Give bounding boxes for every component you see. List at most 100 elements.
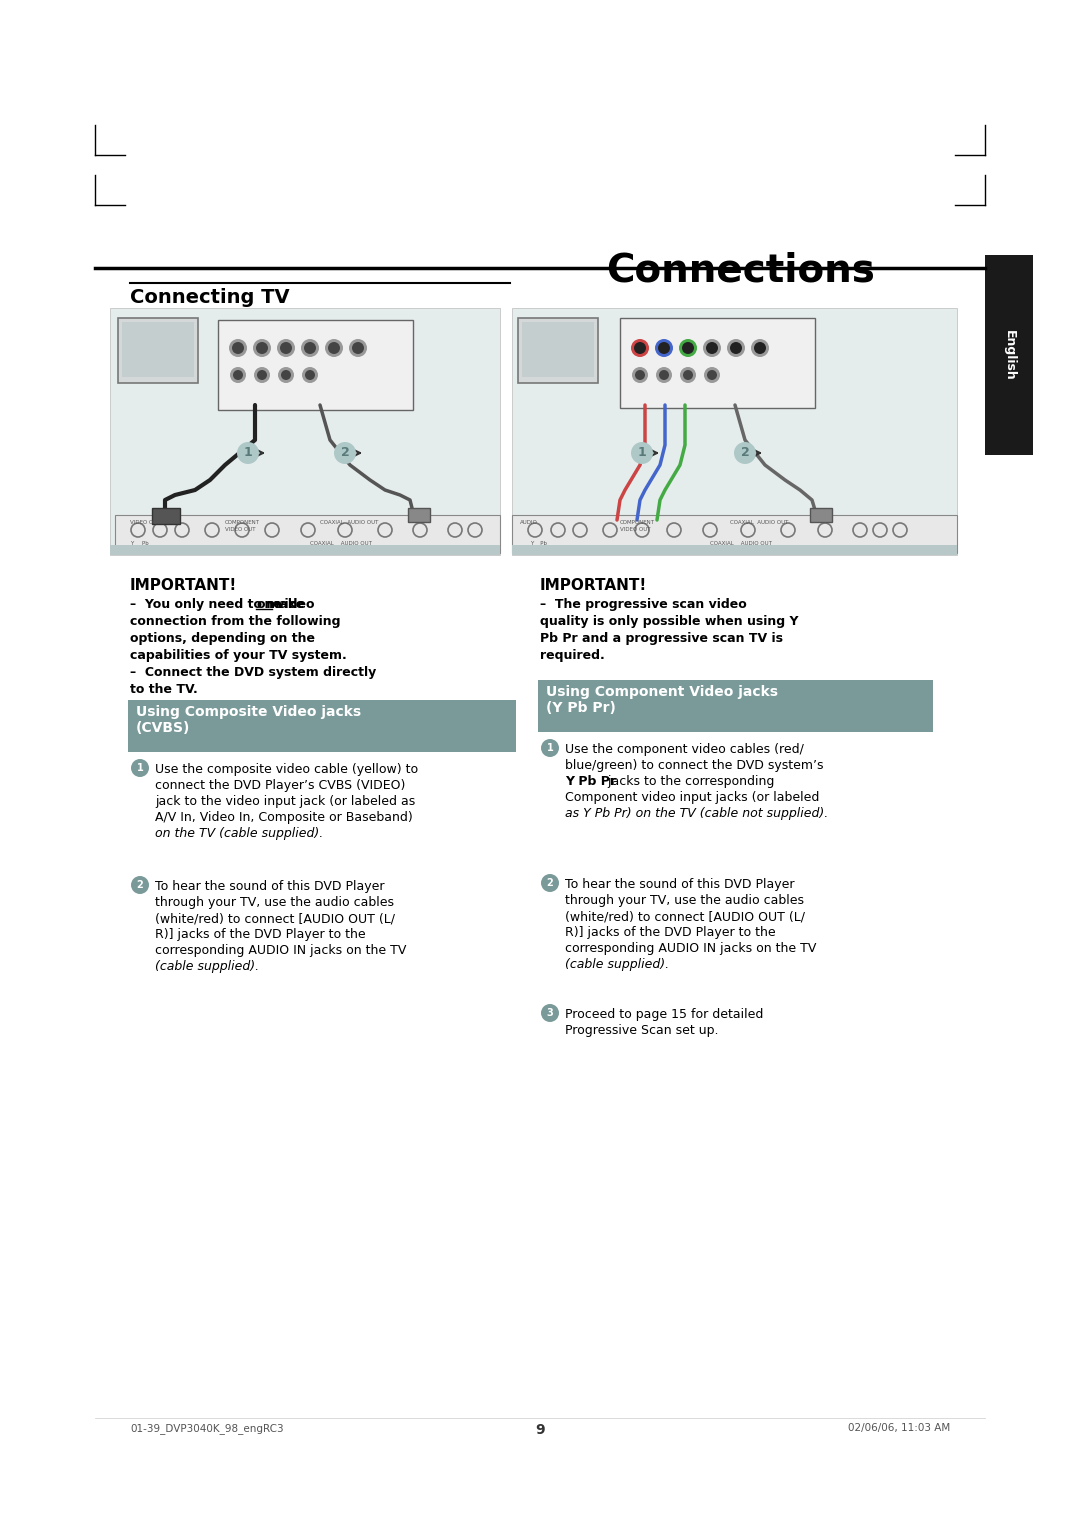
Text: 1: 1	[137, 762, 144, 773]
Circle shape	[131, 759, 149, 778]
Circle shape	[631, 339, 649, 358]
Text: on the TV (cable supplied).: on the TV (cable supplied).	[156, 827, 323, 840]
Text: through your TV, use the audio cables: through your TV, use the audio cables	[565, 894, 804, 908]
Circle shape	[658, 342, 670, 354]
Text: 1: 1	[546, 743, 553, 753]
Bar	[810, 507, 832, 523]
Text: Connecting TV: Connecting TV	[130, 287, 289, 307]
Circle shape	[631, 442, 653, 465]
Circle shape	[281, 370, 291, 380]
Circle shape	[541, 1004, 559, 1022]
Text: IMPORTANT!: IMPORTANT!	[130, 578, 238, 593]
Text: Using Component Video jacks: Using Component Video jacks	[546, 685, 778, 698]
Text: Using Composite Video jacks: Using Composite Video jacks	[136, 704, 361, 720]
Bar	[985, 255, 1032, 455]
Circle shape	[325, 339, 343, 358]
Text: Proceed to page 15 for detailed: Proceed to page 15 for detailed	[565, 1008, 764, 1021]
Bar	[118, 318, 198, 384]
Text: 2: 2	[137, 880, 144, 889]
Text: through your TV, use the audio cables: through your TV, use the audio cables	[156, 895, 394, 909]
Text: VIDEO OUT: VIDEO OUT	[225, 527, 256, 532]
Text: –  You only need to make: – You only need to make	[130, 597, 309, 611]
Bar	[620, 318, 815, 408]
Circle shape	[305, 370, 315, 380]
Text: Use the component video cables (red/: Use the component video cables (red/	[565, 743, 804, 756]
Circle shape	[656, 367, 672, 384]
Text: to the TV.: to the TV.	[130, 683, 198, 695]
Text: one: one	[256, 597, 282, 611]
Text: jack to the video input jack (or labeled as: jack to the video input jack (or labeled…	[156, 795, 415, 808]
Text: 1: 1	[637, 446, 646, 460]
Text: –  Connect the DVD system directly: – Connect the DVD system directly	[130, 666, 376, 678]
Text: COAXIAL  AUDIO OUT: COAXIAL AUDIO OUT	[320, 520, 378, 526]
Text: corresponding AUDIO IN jacks on the TV: corresponding AUDIO IN jacks on the TV	[565, 941, 816, 955]
Circle shape	[680, 367, 696, 384]
Text: connection from the following: connection from the following	[130, 614, 340, 628]
Circle shape	[659, 370, 669, 380]
Circle shape	[131, 876, 149, 894]
Circle shape	[349, 339, 367, 358]
Text: (Y Pb Pr): (Y Pb Pr)	[546, 701, 616, 715]
Text: capabilities of your TV system.: capabilities of your TV system.	[130, 649, 347, 662]
Circle shape	[727, 339, 745, 358]
Text: R)] jacks of the DVD Player to the: R)] jacks of the DVD Player to the	[156, 927, 366, 941]
Bar	[110, 545, 500, 555]
Bar	[122, 322, 194, 377]
Circle shape	[730, 342, 742, 354]
Text: options, depending on the: options, depending on the	[130, 633, 315, 645]
Circle shape	[703, 339, 721, 358]
Text: Y Pb Pr: Y Pb Pr	[565, 775, 616, 788]
Text: (cable supplied).: (cable supplied).	[156, 960, 259, 973]
Bar	[518, 318, 598, 384]
Text: A/V In, Video In, Composite or Baseband): A/V In, Video In, Composite or Baseband)	[156, 811, 413, 824]
Text: 1: 1	[244, 446, 253, 460]
Text: (CVBS): (CVBS)	[136, 721, 190, 735]
Circle shape	[706, 342, 718, 354]
Bar	[538, 680, 933, 732]
Text: Y     Pb: Y Pb	[130, 541, 149, 545]
Text: R)] jacks of the DVD Player to the: R)] jacks of the DVD Player to the	[565, 926, 775, 940]
Bar	[512, 515, 957, 553]
Text: (cable supplied).: (cable supplied).	[565, 958, 670, 970]
Circle shape	[256, 342, 268, 354]
Text: 01-39_DVP3040K_98_engRC3: 01-39_DVP3040K_98_engRC3	[130, 1423, 284, 1433]
Circle shape	[334, 442, 356, 465]
Circle shape	[352, 342, 364, 354]
Circle shape	[683, 370, 693, 380]
Bar	[129, 700, 516, 752]
Bar	[512, 545, 957, 555]
Text: as Y Pb Pr) on the TV (cable not supplied).: as Y Pb Pr) on the TV (cable not supplie…	[565, 807, 828, 821]
Text: –  The progressive scan video: – The progressive scan video	[540, 597, 746, 611]
Circle shape	[679, 339, 697, 358]
Circle shape	[301, 339, 319, 358]
Text: blue/green) to connect the DVD system’s: blue/green) to connect the DVD system’s	[565, 759, 824, 772]
Circle shape	[302, 367, 318, 384]
Circle shape	[704, 367, 720, 384]
Circle shape	[634, 342, 646, 354]
Circle shape	[541, 740, 559, 756]
Bar	[408, 507, 430, 523]
Circle shape	[280, 342, 292, 354]
Text: COAXIAL  AUDIO OUT: COAXIAL AUDIO OUT	[730, 520, 788, 526]
Circle shape	[541, 874, 559, 892]
Text: quality is only possible when using Y: quality is only possible when using Y	[540, 614, 798, 628]
Text: corresponding AUDIO IN jacks on the TV: corresponding AUDIO IN jacks on the TV	[156, 944, 406, 957]
Text: 3: 3	[546, 1008, 553, 1018]
Circle shape	[754, 342, 766, 354]
Text: COMPONENT: COMPONENT	[225, 520, 260, 526]
Text: Pb Pr and a progressive scan TV is: Pb Pr and a progressive scan TV is	[540, 633, 783, 645]
Text: 2: 2	[741, 446, 750, 460]
Circle shape	[233, 370, 243, 380]
Text: AUDIO: AUDIO	[519, 520, 538, 526]
Circle shape	[229, 339, 247, 358]
Text: required.: required.	[540, 649, 605, 662]
Text: 2: 2	[546, 879, 553, 888]
Text: Progressive Scan set up.: Progressive Scan set up.	[565, 1024, 718, 1038]
Text: COMPONENT: COMPONENT	[620, 520, 654, 526]
Circle shape	[751, 339, 769, 358]
Text: Y    Pb: Y Pb	[530, 541, 546, 545]
Circle shape	[232, 342, 244, 354]
Circle shape	[230, 367, 246, 384]
Text: COAXIAL    AUDIO OUT: COAXIAL AUDIO OUT	[710, 541, 772, 545]
Circle shape	[707, 370, 717, 380]
